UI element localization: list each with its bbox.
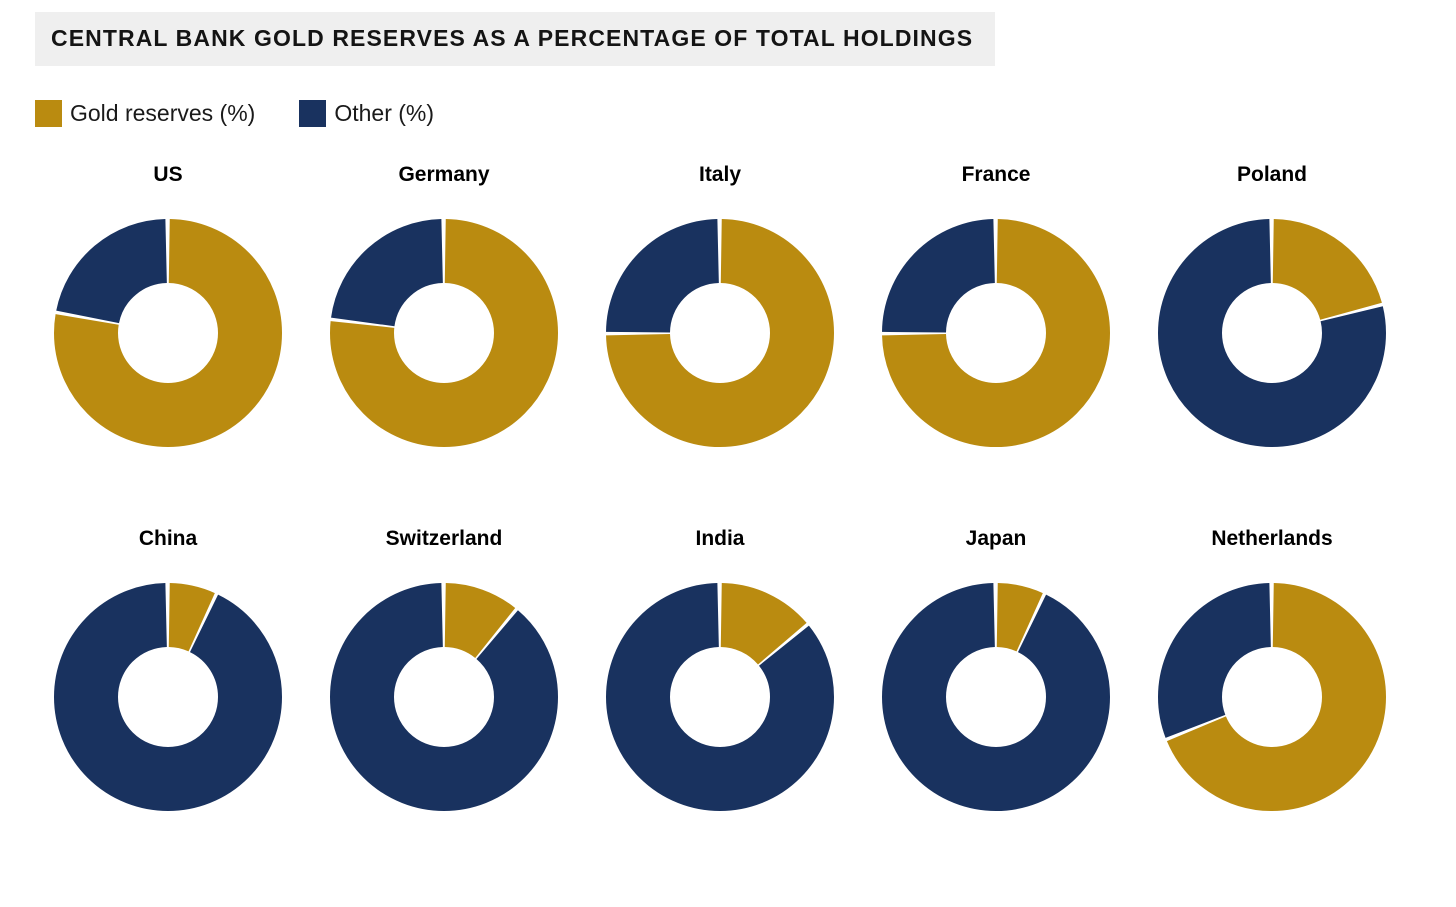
other-slice (1158, 219, 1386, 447)
country-label-italy: Italy (698, 163, 742, 186)
gold-reserves-slice (882, 219, 1110, 447)
other-slice (54, 583, 282, 811)
other-swatch (299, 100, 327, 127)
legend: Gold reserves (%) Other (%) (35, 100, 1456, 127)
donut-chart-france (882, 219, 1110, 447)
other-slice (606, 583, 834, 811)
donut-chart-china (54, 583, 282, 811)
country-label-india: India (695, 527, 745, 550)
legend-label-other: Other (%) (334, 100, 435, 126)
legend-item-other: Other (%) (299, 100, 434, 127)
donut-chart-italy (606, 219, 834, 447)
donut-cell-india: India (582, 527, 858, 811)
donut-chart-us (54, 219, 282, 447)
country-label-france: France (961, 163, 1031, 186)
gold-reserves-swatch (35, 100, 62, 127)
other-slice (882, 583, 1110, 811)
donut-cell-france: France (858, 163, 1134, 447)
donut-grid-row-1: US Germany Italy France Poland (30, 163, 1420, 447)
donut-cell-us: US (30, 163, 306, 447)
gold-reserves-slice (606, 219, 834, 447)
country-label-netherlands: Netherlands (1211, 527, 1333, 550)
legend-label-gold-reserves: Gold reserves (%) (70, 100, 256, 126)
donut-chart-germany (330, 219, 558, 447)
donut-chart-switzerland (330, 583, 558, 811)
other-slice (1158, 583, 1386, 811)
country-label-poland: Poland (1236, 163, 1307, 186)
donut-chart-netherlands (1158, 583, 1386, 811)
page-title-text: CENTRAL BANK GOLD RESERVES AS A PERCENTA… (51, 25, 974, 51)
other-slice (330, 583, 558, 811)
donut-chart-japan (882, 583, 1110, 811)
country-label-germany: Germany (398, 163, 490, 186)
donut-cell-japan: Japan (858, 527, 1134, 811)
donut-cell-switzerland: Switzerland (306, 527, 582, 811)
donut-cell-china: China (30, 527, 306, 811)
donut-cell-poland: Poland (1134, 163, 1410, 447)
gold-reserves-slice (1158, 583, 1386, 811)
donut-chart-poland (1158, 219, 1386, 447)
gold-reserves-slice (54, 219, 282, 447)
country-label-japan: Japan (965, 527, 1027, 550)
gold-reserves-slice (330, 219, 558, 447)
donut-chart-india (606, 583, 834, 811)
donut-grid-row-2: China Switzerland India Japan Netherlands (30, 527, 1420, 811)
donut-cell-italy: Italy (582, 163, 858, 447)
legend-item-gold-reserves: Gold reserves (%) (35, 100, 255, 127)
donut-cell-netherlands: Netherlands (1134, 527, 1410, 811)
country-label-switzerland: Switzerland (385, 527, 503, 550)
page-title: CENTRAL BANK GOLD RESERVES AS A PERCENTA… (35, 12, 996, 66)
country-label-china: China (138, 527, 198, 550)
country-label-us: US (153, 163, 183, 186)
donut-cell-germany: Germany (306, 163, 582, 447)
